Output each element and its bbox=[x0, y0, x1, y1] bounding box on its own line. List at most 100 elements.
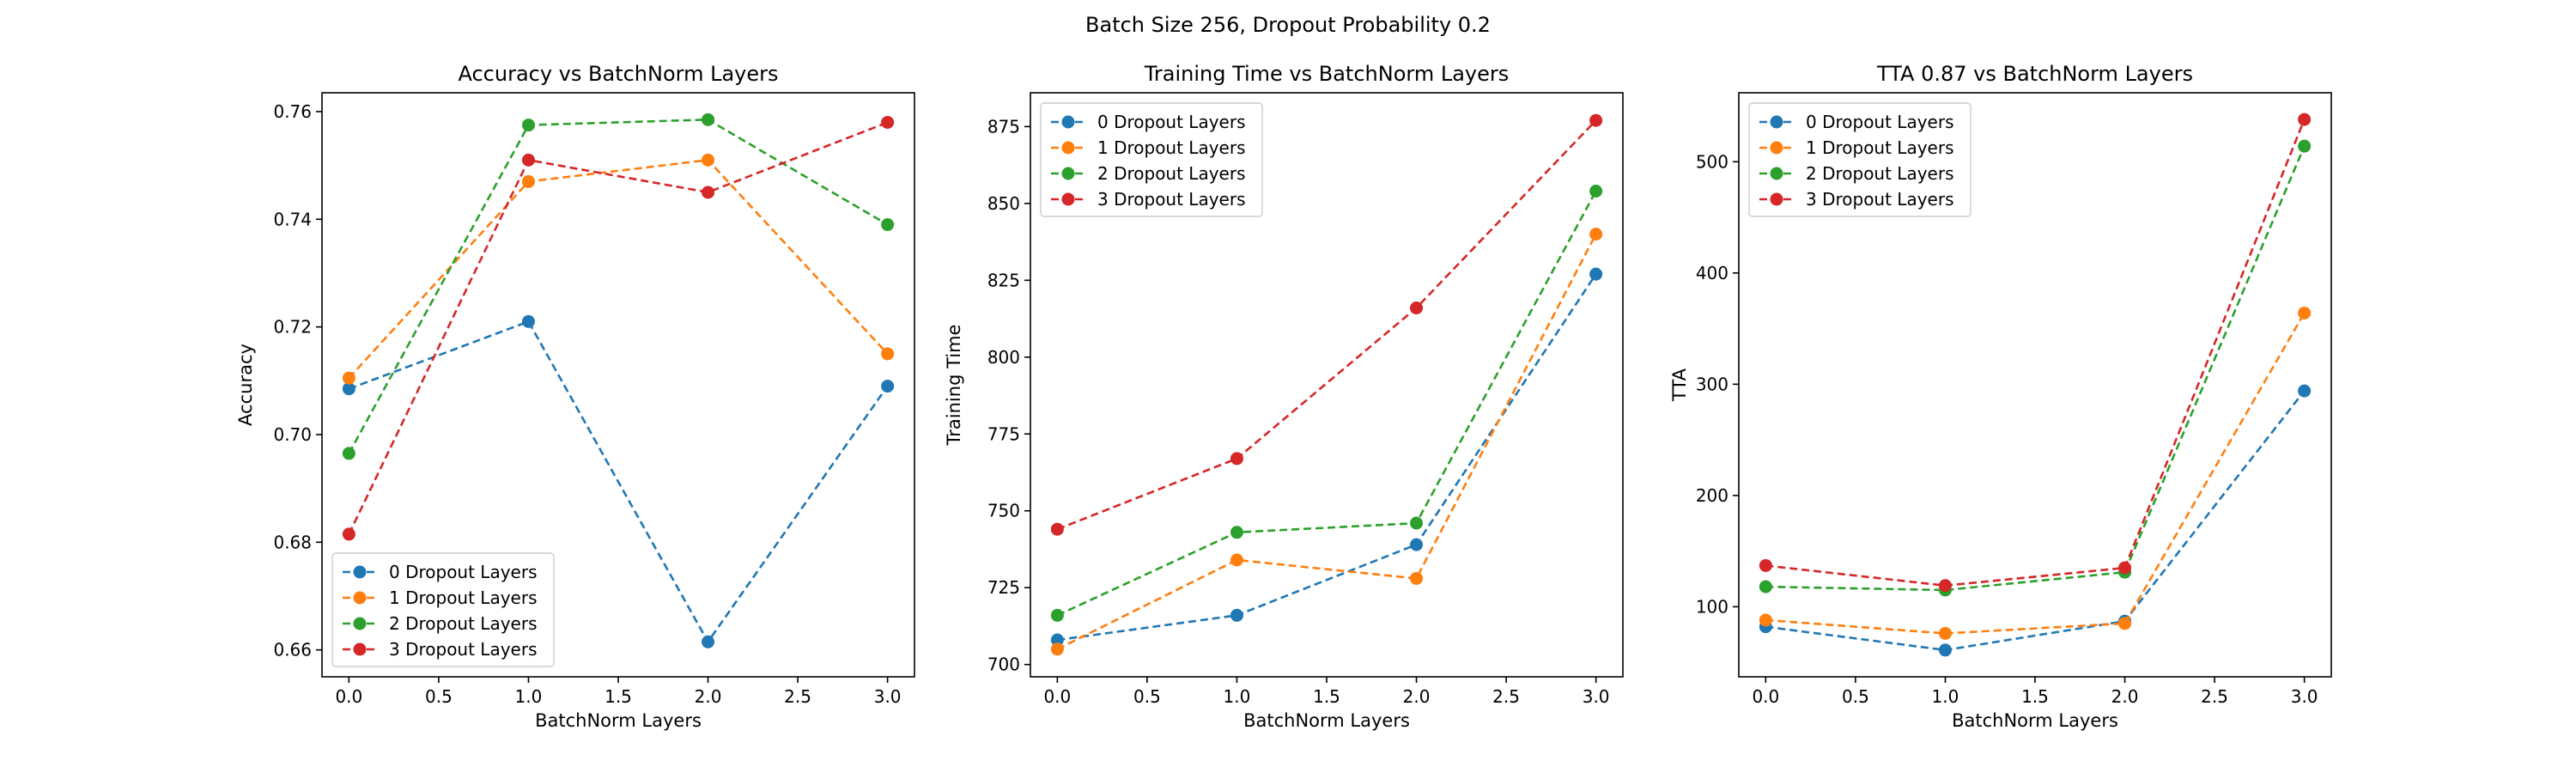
y-tick-label: 400 bbox=[1696, 263, 1728, 283]
y-tick-label: 875 bbox=[987, 116, 1020, 137]
data-point-2 bbox=[702, 113, 715, 126]
data-point-1 bbox=[881, 347, 895, 361]
series-line-3 bbox=[1765, 119, 2306, 587]
legend-swatch-marker bbox=[1770, 115, 1783, 129]
y-tick-label: 0.66 bbox=[273, 640, 312, 660]
legend-swatch-marker bbox=[1770, 192, 1783, 206]
data-point-3 bbox=[881, 115, 895, 129]
data-point-3 bbox=[702, 186, 715, 199]
legend: 0 Dropout Layers 1 Dropout Layers 2 Dropou… bbox=[1040, 102, 1263, 217]
y-tick-label: 750 bbox=[987, 501, 1020, 521]
legend-swatch-marker bbox=[353, 642, 367, 656]
legend-label: 2 Dropout Layers bbox=[389, 613, 538, 634]
series-line-0 bbox=[1765, 390, 2306, 652]
series-line-3 bbox=[1056, 119, 1597, 531]
y-tick-label: 100 bbox=[1696, 596, 1728, 617]
data-point-2 bbox=[1759, 580, 1772, 593]
data-point-2 bbox=[1410, 516, 1424, 530]
data-point-1 bbox=[1410, 571, 1424, 585]
data-point-2 bbox=[1230, 526, 1243, 539]
x-tick-label: 2.5 bbox=[1492, 686, 1520, 707]
y-axis-label: TTA bbox=[1669, 368, 1690, 402]
legend-label: 3 Dropout Layers bbox=[1097, 189, 1246, 210]
x-tick-label: 2.0 bbox=[695, 686, 722, 707]
series-line-2 bbox=[348, 118, 889, 454]
legend-swatch-marker bbox=[353, 617, 367, 630]
axes-frame bbox=[1030, 92, 1624, 678]
data-point-1 bbox=[1230, 553, 1243, 567]
y-tick-label: 725 bbox=[987, 577, 1020, 598]
legend-label: 0 Dropout Layers bbox=[389, 562, 538, 582]
series-line-3 bbox=[348, 121, 889, 535]
y-tick-label: 800 bbox=[987, 347, 1020, 368]
legend-label: 2 Dropout Layers bbox=[1806, 163, 1954, 184]
data-point-3 bbox=[2118, 561, 2132, 575]
data-point-2 bbox=[881, 218, 895, 232]
data-point-2 bbox=[1589, 185, 1603, 198]
x-tick-label: 3.0 bbox=[2291, 686, 2318, 707]
data-point-3 bbox=[521, 153, 535, 167]
legend-swatch-marker bbox=[1770, 141, 1783, 155]
legend-label: 3 Dropout Layers bbox=[1806, 189, 1954, 210]
y-tick-label: 0.76 bbox=[273, 101, 312, 122]
x-tick-label: 0.5 bbox=[1133, 686, 1161, 707]
data-point-0 bbox=[1410, 538, 1424, 551]
legend-swatch-marker bbox=[1770, 167, 1783, 180]
legend: 0 Dropout Layers 1 Dropout Layers 2 Dropou… bbox=[331, 552, 555, 667]
y-tick-label: 825 bbox=[987, 270, 1020, 290]
x-tick-label: 1.5 bbox=[1313, 686, 1340, 707]
series-line-1 bbox=[1056, 233, 1597, 650]
data-point-0 bbox=[702, 635, 715, 648]
axes-frame bbox=[1738, 92, 2332, 678]
data-point-3 bbox=[1410, 301, 1424, 315]
subplots: Accuracy vs BatchNorm Layers 0.0 0.5 1.0 1.5… bbox=[235, 62, 2332, 731]
y-axis-label: Training Time bbox=[944, 325, 964, 447]
x-tick-label: 0.0 bbox=[1043, 686, 1071, 707]
chart-panel-1: Accuracy vs BatchNorm Layers 0.0 0.5 1.0 1.5… bbox=[235, 62, 915, 731]
x-tick-label: 1.5 bbox=[605, 686, 632, 707]
x-tick-label: 1.0 bbox=[515, 686, 543, 707]
x-tick-label: 0.5 bbox=[425, 686, 453, 707]
legend-label: 3 Dropout Layers bbox=[389, 639, 538, 660]
data-point-3 bbox=[1759, 558, 1772, 572]
legend-label: 2 Dropout Layers bbox=[1097, 163, 1246, 184]
legend-box bbox=[1748, 102, 1971, 217]
data-point-0 bbox=[1938, 643, 1952, 657]
data-point-3 bbox=[1938, 579, 1952, 593]
series-line-1 bbox=[1765, 312, 2306, 635]
y-tick-label: 775 bbox=[987, 423, 1020, 444]
legend-label: 1 Dropout Layers bbox=[1806, 137, 1954, 158]
legend: 0 Dropout Layers 1 Dropout Layers 2 Dropou… bbox=[1748, 102, 1971, 217]
chart-panel-2: Training Time vs BatchNorm Layers 0.0 0.5 1… bbox=[944, 62, 1624, 731]
data-point-3 bbox=[1050, 522, 1064, 536]
data-point-1 bbox=[1589, 228, 1603, 241]
data-point-1 bbox=[1938, 626, 1952, 640]
x-tick-label: 2.5 bbox=[784, 686, 811, 707]
x-tick-label: 0.0 bbox=[335, 686, 362, 707]
legend-swatch-marker bbox=[353, 591, 367, 605]
y-tick-label: 200 bbox=[1696, 485, 1728, 506]
data-point-1 bbox=[702, 153, 715, 167]
series-line-2 bbox=[1056, 190, 1597, 617]
data-point-2 bbox=[2298, 139, 2312, 153]
series-line-0 bbox=[348, 320, 889, 644]
chart-panel-3: TTA 0.87 vs BatchNorm Layers 0.0 0.5 1.0 1.5… bbox=[1669, 62, 2332, 731]
chart-title: Training Time vs BatchNorm Layers bbox=[1144, 62, 1510, 86]
legend-swatch-marker bbox=[1061, 167, 1075, 180]
y-tick-label: 700 bbox=[987, 654, 1020, 675]
legend-label: 1 Dropout Layers bbox=[1097, 137, 1246, 158]
data-point-0 bbox=[1230, 608, 1243, 622]
legend-box bbox=[1040, 102, 1263, 217]
series-line-2 bbox=[1765, 145, 2306, 592]
legend-label: 0 Dropout Layers bbox=[1097, 112, 1246, 132]
data-point-2 bbox=[342, 447, 355, 460]
x-tick-label: 0.0 bbox=[1752, 686, 1779, 707]
data-point-0 bbox=[1050, 633, 1064, 647]
y-tick-label: 0.72 bbox=[273, 317, 312, 338]
y-tick-label: 850 bbox=[987, 193, 1020, 214]
chart-title: Accuracy vs BatchNorm Layers bbox=[458, 62, 778, 86]
legend-swatch-marker bbox=[1061, 141, 1075, 155]
data-point-0 bbox=[342, 382, 355, 396]
y-tick-label: 0.74 bbox=[273, 209, 312, 229]
